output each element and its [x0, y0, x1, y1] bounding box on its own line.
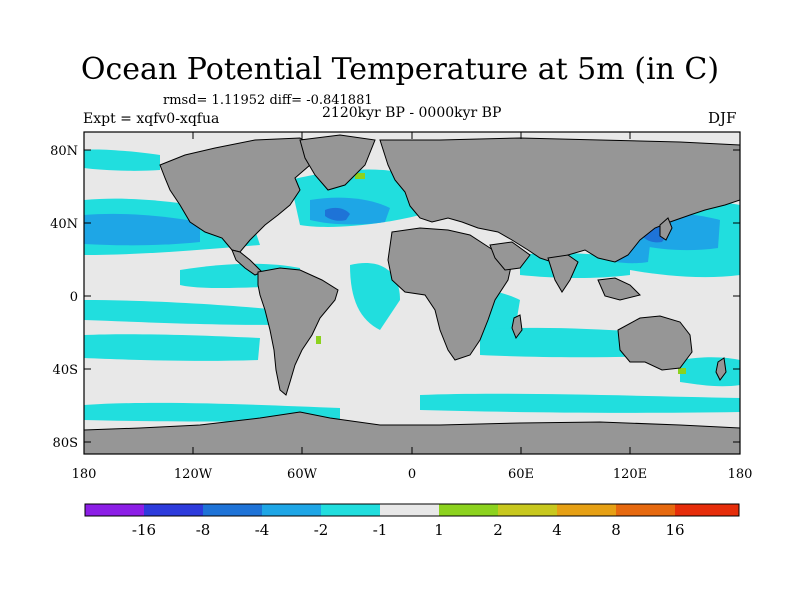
japan — [659, 217, 673, 241]
colorbar-label: -8 — [196, 521, 211, 539]
lon-label-60e: 60E — [508, 467, 534, 482]
map-title: Ocean Potential Temperature at 5m (in C) — [80, 52, 720, 87]
colorbar-frame — [84, 503, 740, 517]
experiment-label: Expt = xqfv0-xqfua — [83, 111, 220, 127]
lon-label-120e: 120E — [613, 467, 647, 482]
lat-label-equator: 0 — [70, 290, 78, 305]
greenland — [299, 134, 376, 191]
india — [547, 254, 579, 293]
season-label: DJF — [708, 109, 737, 127]
africa — [387, 227, 513, 361]
madagascar — [511, 314, 523, 340]
antarctica — [84, 411, 740, 454]
new-zealand — [715, 357, 727, 381]
map-plot-area — [84, 132, 740, 454]
north-america — [159, 137, 321, 253]
eurasia — [379, 137, 740, 263]
colorbar-swatch — [262, 504, 321, 516]
colorbar-swatch — [498, 504, 557, 516]
colorbar — [85, 504, 739, 516]
lon-label-120w: 120W — [174, 467, 213, 482]
period-label: 2120kyr BP - 0000kyr BP — [322, 105, 502, 121]
lat-label-40n: 40N — [50, 217, 78, 232]
lon-label-180w: 180 — [72, 467, 97, 482]
lon-ticks — [192, 132, 631, 454]
lon-label-0: 0 — [408, 467, 416, 482]
rmsd-diff-stats: rmsd= 1.11952 diff= -0.841881 — [163, 93, 373, 108]
colorbar-swatch — [203, 504, 262, 516]
lon-label-60w: 60W — [287, 467, 318, 482]
colorbar-label: 1 — [434, 521, 444, 539]
colorbar-swatch — [557, 504, 616, 516]
colorbar-label: 8 — [611, 521, 621, 539]
colorbar-swatch — [439, 504, 498, 516]
lat-ticks — [84, 149, 740, 443]
colorbar-swatch — [144, 504, 203, 516]
land-masses — [84, 134, 740, 454]
colorbar-label: -2 — [314, 521, 329, 539]
colorbar-swatch — [675, 504, 739, 516]
colorbar-label: 4 — [552, 521, 562, 539]
colorbar-swatch — [85, 504, 144, 516]
southeast-asia-islands — [597, 277, 641, 301]
south-america — [257, 267, 339, 396]
colorbar-swatch — [380, 504, 439, 516]
lon-label-180e: 180 — [728, 467, 753, 482]
colorbar-swatch — [321, 504, 380, 516]
lat-label-80n: 80N — [50, 144, 78, 159]
lat-label-40s: 40S — [53, 363, 78, 378]
colorbar-label: -16 — [132, 521, 156, 539]
arabia — [489, 241, 531, 271]
colorbar-label: 16 — [665, 521, 684, 539]
colorbar-label: 2 — [493, 521, 503, 539]
colorbar-swatch — [616, 504, 675, 516]
colorbar-label: -4 — [255, 521, 270, 539]
lat-label-80s: 80S — [53, 436, 78, 451]
australia — [617, 315, 693, 371]
colorbar-label: -1 — [373, 521, 388, 539]
